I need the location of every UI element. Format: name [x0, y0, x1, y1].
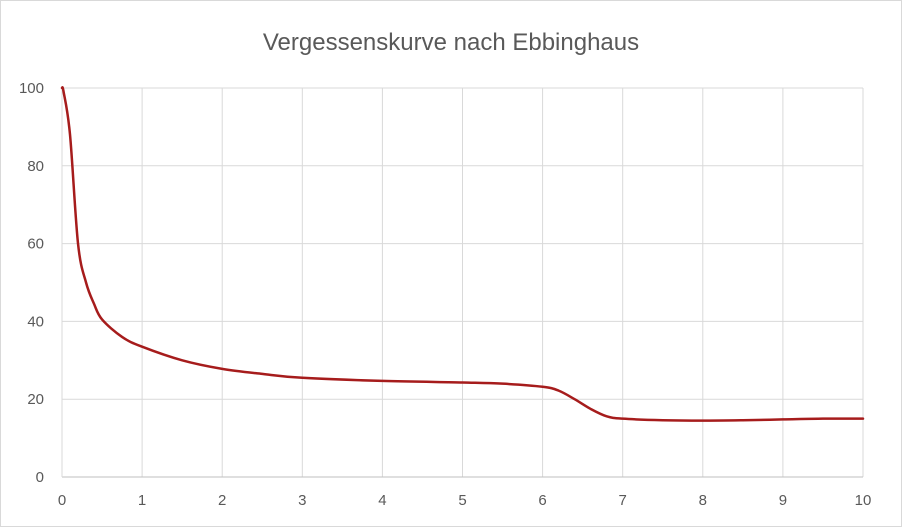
y-tick-label: 40 [27, 313, 44, 330]
x-tick-label: 9 [779, 492, 787, 509]
x-tick-label: 2 [218, 492, 226, 509]
x-tick-label: 5 [458, 492, 466, 509]
x-tick-label: 0 [58, 492, 66, 509]
y-tick-label: 100 [19, 80, 44, 97]
y-tick-label: 20 [27, 391, 44, 408]
y-tick-label: 60 [27, 236, 44, 253]
chart-title: Vergessenskurve nach Ebbinghaus [263, 29, 639, 56]
x-tick-label: 6 [538, 492, 546, 509]
x-tick-label: 4 [378, 492, 386, 509]
x-tick-label: 3 [298, 492, 306, 509]
y-axis: 0 20 40 60 80 100 [19, 80, 63, 486]
grid [62, 87, 864, 477]
series-layer [60, 86, 865, 422]
y-tick-label: 80 [27, 158, 44, 175]
x-tick-label: 1 [138, 492, 146, 509]
series-line [60, 86, 865, 422]
x-tick-label: 8 [699, 492, 707, 509]
y-tick-label: 0 [36, 469, 44, 486]
x-tick-label: 10 [855, 492, 872, 509]
x-tick-label: 7 [619, 492, 627, 509]
x-axis: 0 1 2 3 4 5 6 7 8 9 10 [58, 476, 872, 509]
